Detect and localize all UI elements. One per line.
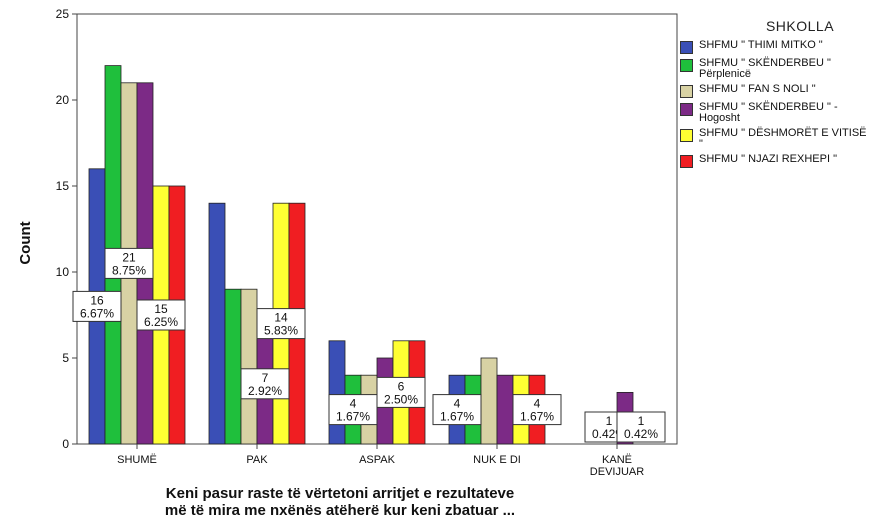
data-label: 41.67% bbox=[512, 394, 562, 426]
data-label: 156.25% bbox=[136, 299, 186, 331]
legend-item: SHFMU " FAN S NOLI " bbox=[680, 84, 880, 98]
data-label: 41.67% bbox=[328, 394, 378, 426]
data-label-count: 4 bbox=[534, 397, 541, 411]
legend-item: SHFMU " SKËNDERBEU " Përplenicë bbox=[680, 58, 880, 80]
data-label: 218.75% bbox=[104, 247, 154, 279]
data-label: 62.50% bbox=[376, 376, 426, 408]
legend: SHKOLLA SHFMU " THIMI MITKO " SHFMU " SKË… bbox=[680, 18, 880, 172]
axes-layer: 0 5 10 15 20 25 SHUMË PAK ASPAK NUK E DI KANË DEVIJ… bbox=[56, 7, 645, 478]
x-tick-label: NUK E DI bbox=[473, 454, 521, 466]
legend-swatch bbox=[680, 155, 693, 168]
legend-items: SHFMU " THIMI MITKO " SHFMU " SKËNDERBEU … bbox=[680, 40, 880, 168]
legend-swatch bbox=[680, 129, 693, 142]
legend-label: SHFMU " SKËNDERBEU " Përplenicë bbox=[699, 57, 831, 80]
data-label-percent: 6.25% bbox=[144, 315, 178, 329]
x-tick-label: SHUMË bbox=[117, 454, 157, 466]
data-label: 166.67% bbox=[72, 290, 122, 322]
x-axis-title-line: Keni pasur raste të vërtetoni arritjet e… bbox=[165, 485, 515, 502]
legend-title: SHKOLLA bbox=[765, 18, 835, 34]
data-label-count: 7 bbox=[262, 371, 269, 385]
data-label-percent: 8.75% bbox=[112, 263, 146, 277]
data-label: 10.42% bbox=[616, 411, 666, 443]
legend-item: SHFMU " SKËNDERBEU " - Hogosht bbox=[680, 102, 880, 124]
bar bbox=[224, 288, 242, 445]
bar bbox=[480, 357, 498, 445]
data-label-percent: 2.50% bbox=[384, 392, 418, 406]
legend-item: SHFMU " THIMI MITKO " bbox=[680, 40, 880, 54]
data-label-count: 4 bbox=[454, 397, 461, 411]
data-label-count: 21 bbox=[122, 250, 136, 264]
x-axis-title-line: më të mira me nxënës atëherë kur keni zb… bbox=[164, 502, 516, 519]
data-label: 145.83% bbox=[256, 308, 306, 340]
x-tick-label: KANË DEVIJUAR bbox=[590, 454, 644, 478]
legend-label: SHFMU " NJAZI REXHEPI " bbox=[699, 153, 837, 165]
legend-label: SHFMU " THIMI MITKO " bbox=[699, 39, 823, 51]
legend-label: SHFMU " SKËNDERBEU " - Hogosht bbox=[699, 101, 838, 124]
y-axis-title: Count bbox=[17, 221, 34, 264]
data-label-percent: 1.67% bbox=[440, 410, 474, 424]
data-label-count: 4 bbox=[350, 397, 357, 411]
legend-item: SHFMU " DËSHMORËT E VITISË " bbox=[680, 128, 880, 150]
legend-swatch bbox=[680, 103, 693, 116]
x-axis-title: Keni pasur raste të vërtetoni arritjet e… bbox=[60, 485, 620, 519]
data-label-count: 1 bbox=[638, 414, 645, 428]
y-tick-label: 10 bbox=[56, 265, 70, 279]
legend-label: SHFMU " FAN S NOLI " bbox=[699, 83, 816, 95]
data-label-percent: 1.67% bbox=[336, 410, 370, 424]
y-tick-label: 5 bbox=[62, 351, 69, 365]
legend-swatch bbox=[680, 85, 693, 98]
legend-swatch bbox=[680, 59, 693, 72]
data-label-count: 14 bbox=[274, 311, 288, 325]
data-label-percent: 0.42% bbox=[624, 427, 658, 441]
data-label-count: 16 bbox=[90, 293, 104, 307]
y-tick-label: 25 bbox=[56, 7, 70, 21]
bar bbox=[496, 374, 514, 445]
bar bbox=[208, 202, 226, 445]
data-label-percent: 6.67% bbox=[80, 306, 114, 320]
data-label: 41.67% bbox=[432, 394, 482, 426]
x-tick-label: ASPAK bbox=[359, 454, 396, 466]
bar bbox=[328, 340, 346, 445]
data-label-percent: 2.92% bbox=[248, 384, 282, 398]
x-tick-label: PAK bbox=[246, 454, 268, 466]
y-tick-label: 15 bbox=[56, 179, 70, 193]
legend-item: SHFMU " NJAZI REXHEPI " bbox=[680, 154, 880, 168]
legend-swatch bbox=[680, 41, 693, 54]
data-label: 72.92% bbox=[240, 368, 290, 400]
legend-label: SHFMU " DËSHMORËT E VITISË " bbox=[699, 127, 867, 150]
data-label-percent: 5.83% bbox=[264, 324, 298, 338]
y-tick-label: 20 bbox=[56, 93, 70, 107]
data-label-percent: 1.67% bbox=[520, 410, 554, 424]
bars-layer bbox=[88, 65, 634, 445]
y-tick-label: 0 bbox=[62, 437, 69, 451]
bar bbox=[240, 288, 258, 445]
data-labels-layer: 166.67%218.75%156.25%72.92%145.83%41.67%… bbox=[72, 247, 666, 443]
data-label-count: 1 bbox=[606, 414, 613, 428]
data-label-count: 15 bbox=[154, 302, 168, 316]
data-label-count: 6 bbox=[398, 379, 405, 393]
